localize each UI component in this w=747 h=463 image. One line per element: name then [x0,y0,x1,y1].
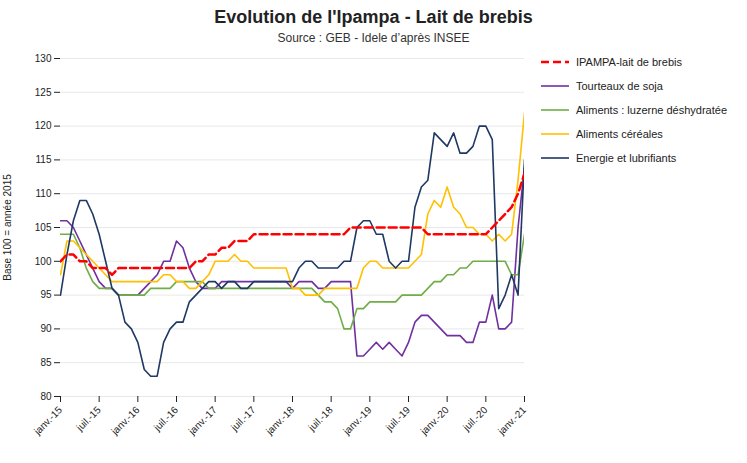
svg-text:janv.-18: janv.-18 [263,404,296,437]
svg-text:85: 85 [40,357,52,368]
svg-text:janv.-15: janv.-15 [31,404,64,437]
svg-text:110: 110 [36,188,52,199]
svg-text:80: 80 [40,391,52,402]
html-text:Aliments céréales: Aliments céréales [576,128,663,140]
svg-text:105: 105 [35,222,52,233]
svg-text:janv.-20: janv.-20 [418,404,451,437]
svg-text:Base 100 = année 2015: Base 100 = année 2015 [2,174,13,281]
svg-text:janv.-19: janv.-19 [340,404,373,437]
svg-text:janv.-17: janv.-17 [186,404,219,437]
svg-text:130: 130 [35,53,52,64]
html-text:Energie et lubrifiants: Energie et lubrifiants [576,152,677,164]
svg-text:120: 120 [35,120,52,131]
svg-text:90: 90 [40,323,52,334]
svg-text:juil.-16: juil.-16 [151,404,181,434]
svg-text:95: 95 [40,289,52,300]
svg-text:100: 100 [35,256,52,267]
html-text:Tourteaux de soja: Tourteaux de soja [576,80,663,92]
html-text:Evolution de l'Ipampa - Lait d: Evolution de l'Ipampa - Lait de brebis [214,7,533,27]
svg-text:115: 115 [36,154,52,165]
svg-text:juil.-19: juil.-19 [383,404,413,434]
svg-text:juil.-17: juil.-17 [228,404,258,434]
html-text:IPAMPA-lait de brebis: IPAMPA-lait de brebis [576,56,682,68]
svg-text:juil.-15: juil.-15 [74,404,104,434]
html-text:Aliments : luzerne déshydratée: Aliments : luzerne déshydratée [576,104,727,116]
html-text:Source : GEB - Idele d’après I: Source : GEB - Idele d’après INSEE [277,31,470,45]
svg-text:juil.-18: juil.-18 [306,404,336,434]
svg-text:juil.-20: juil.-20 [460,404,490,434]
svg-text:janv.-21: janv.-21 [495,404,528,437]
svg-text:125: 125 [35,87,52,98]
svg-text:janv.-16: janv.-16 [108,404,141,437]
